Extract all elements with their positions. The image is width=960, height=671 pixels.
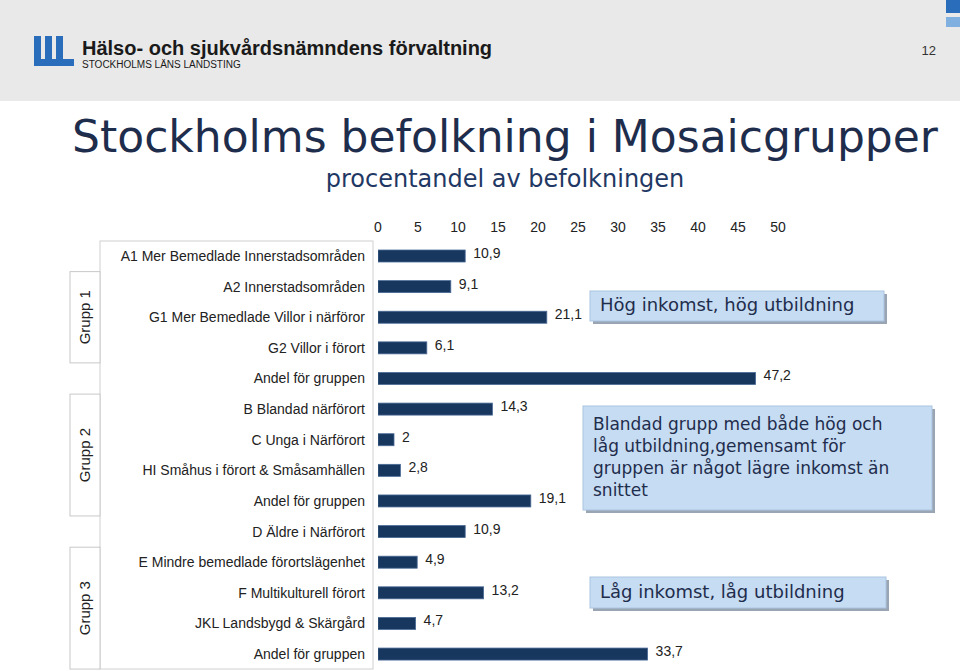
- bar: [378, 617, 416, 629]
- corner-square: [946, 0, 960, 13]
- corner-square: [946, 17, 960, 27]
- group-cell: [70, 394, 100, 516]
- data-label: 10,9: [473, 245, 500, 261]
- group-cell: [70, 547, 100, 669]
- category-label: A1 Mer Bemedlade Innerstadsområden: [121, 248, 365, 264]
- logo: [34, 36, 74, 66]
- annotation-text: gruppen är något lägre inkomst än: [593, 458, 889, 478]
- annotation-text: låg utbildning,gemensamt för: [593, 436, 846, 456]
- data-label: 4,7: [424, 612, 444, 628]
- category-label: F Multikulturell förort: [238, 585, 365, 601]
- bar: [378, 311, 547, 323]
- tick-label: 50: [770, 219, 786, 235]
- tick-label: 20: [530, 219, 546, 235]
- bar: [378, 281, 451, 293]
- tick-label: 15: [490, 219, 506, 235]
- data-label: 9,1: [459, 276, 479, 292]
- category-label: A2 Innerstadsområden: [223, 279, 365, 295]
- category-label: D Äldre i Närförort: [252, 524, 365, 540]
- page-number: 12: [922, 43, 936, 58]
- organization: Hälso- och sjukvårdsnämndens förvaltning: [82, 37, 492, 59]
- category-label: E Mindre bemedlade förortslägenhet: [139, 554, 366, 570]
- corner-decoration: [946, 0, 960, 27]
- data-label: 10,9: [473, 521, 500, 537]
- bar: [378, 495, 531, 507]
- page: Hälso- och sjukvårdsnämndens förvaltning…: [0, 0, 960, 671]
- bar: [378, 464, 400, 476]
- category-label: G1 Mer Bemedlade Villor i närföror: [149, 309, 365, 325]
- annotation-text: Låg inkomst, låg utbildning: [600, 581, 845, 602]
- data-label: 2,8: [408, 459, 428, 475]
- data-label: 2: [402, 429, 410, 445]
- category-label: C Unga i Närförort: [251, 432, 365, 448]
- category-label: Andel för gruppen: [254, 646, 365, 662]
- annotation-text: Blandad grupp med både hög och: [593, 414, 883, 434]
- category-labels: A1 Mer Bemedlade Innerstadsområden A2 Inn…: [121, 248, 366, 662]
- group-label: Grupp 2: [77, 428, 94, 482]
- bar: [378, 434, 394, 446]
- group-label: Grupp 3: [77, 581, 94, 635]
- x-axis: 0 5 10 15 20 25 30 35 40 45 50: [374, 219, 786, 235]
- title: Stockholms befolkning i Mosaicgrupper: [72, 111, 939, 162]
- data-label: 4,9: [425, 551, 445, 567]
- bar: [378, 250, 465, 262]
- data-label: 21,1: [555, 306, 582, 322]
- category-label: G2 Villor i förort: [268, 340, 365, 356]
- annotation-box: [590, 291, 884, 321]
- bar: [378, 342, 427, 354]
- tick-label: 45: [730, 219, 746, 235]
- annotation-text: Hög inkomst, hög utbildning: [600, 294, 854, 315]
- county: STOCKHOLMS LÄNS LANDSTING: [82, 59, 241, 70]
- category-label: HI Småhus i förort & Småsamhällen: [142, 462, 365, 478]
- bar: [378, 587, 484, 599]
- annotations: Hög inkomst, hög utbildning Blandad grupp…: [583, 291, 935, 611]
- header-band: [0, 0, 960, 101]
- subtitle: procentandel av befolkningen: [326, 165, 685, 193]
- data-label: 14,3: [500, 398, 527, 414]
- data-label: 47,2: [764, 367, 791, 383]
- category-label: Andel för gruppen: [254, 493, 365, 509]
- annotation-box: [583, 406, 932, 510]
- label-frame: Grupp 1 Grupp 2 Grupp 3: [70, 241, 373, 669]
- bar: [378, 403, 492, 415]
- tick-label: 30: [610, 219, 626, 235]
- tick-label: 25: [570, 219, 586, 235]
- group-cell: [70, 272, 100, 363]
- label-border: [100, 241, 373, 669]
- tick-label: 40: [690, 219, 706, 235]
- data-label: 6,1: [435, 337, 455, 353]
- tick-label: 5: [414, 219, 422, 235]
- tick-label: 10: [450, 219, 466, 235]
- group-label: Grupp 1: [77, 290, 94, 344]
- category-label: Andel för gruppen: [254, 370, 365, 386]
- data-label: 13,2: [492, 582, 519, 598]
- bar: [378, 526, 465, 538]
- category-label: JKL Landsbygd & Skärgård: [195, 615, 365, 631]
- bar: [378, 372, 756, 384]
- logo-shape: [34, 59, 74, 66]
- annotation-box: [590, 577, 886, 608]
- annotation-text: snittet: [593, 480, 648, 500]
- bar: [378, 648, 648, 660]
- data-label: 33,7: [656, 643, 683, 659]
- category-label: B Blandad närförort: [244, 401, 366, 417]
- tick-label: 0: [374, 219, 382, 235]
- data-label: 19,1: [539, 490, 566, 506]
- bar: [378, 556, 417, 568]
- tick-label: 35: [650, 219, 666, 235]
